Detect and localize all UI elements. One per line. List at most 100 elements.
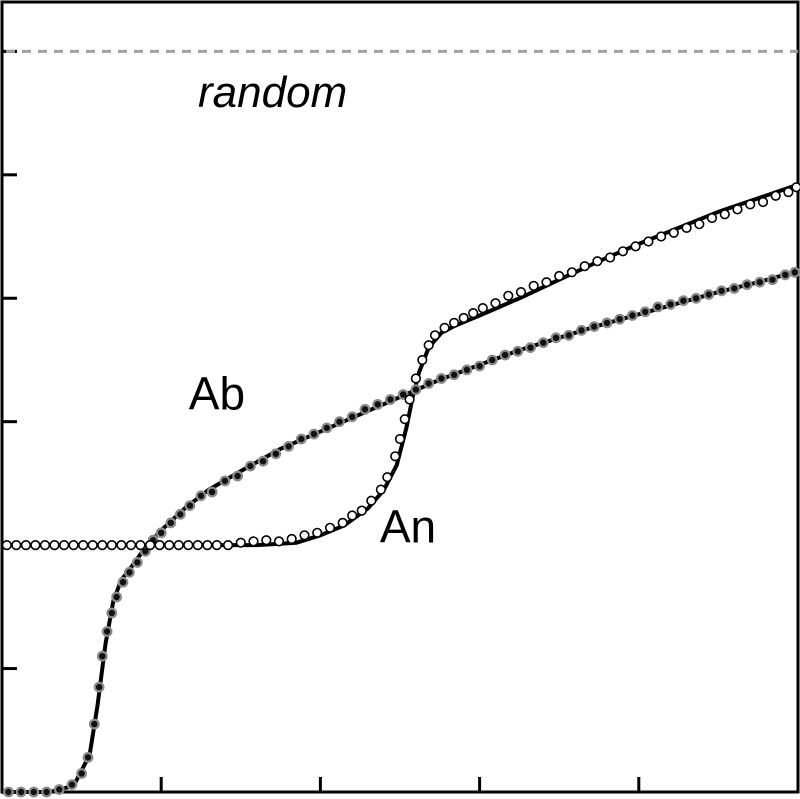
data-point-an	[503, 290, 514, 301]
data-point-an	[630, 241, 641, 252]
data-point-an	[694, 219, 705, 230]
data-point-ab	[512, 345, 524, 357]
data-point-an	[681, 222, 692, 233]
data-point-an	[706, 212, 718, 224]
data-point-an	[366, 495, 377, 506]
data-point-an	[390, 451, 401, 462]
data-point-ab	[588, 321, 600, 333]
data-point-ab	[270, 448, 282, 460]
data-point-an	[211, 539, 222, 551]
data-point-an	[356, 505, 367, 516]
data-point-an	[68, 539, 79, 551]
data-point-ab	[614, 313, 626, 325]
data-point-ab	[117, 576, 129, 588]
data-point-ab	[754, 276, 766, 288]
data-point-an	[299, 530, 310, 541]
data-point-an	[399, 414, 410, 425]
data-point-ab	[53, 784, 65, 795]
data-point-ab	[184, 500, 196, 512]
series-label-an: An	[380, 501, 436, 553]
data-point-ab	[308, 428, 320, 440]
data-point-ab	[15, 786, 27, 798]
data-point-an	[417, 354, 428, 366]
data-point-ab	[96, 650, 108, 662]
data-point-an	[791, 182, 800, 193]
data-point-ab	[410, 384, 422, 396]
data-point-an	[202, 539, 213, 551]
data-point-ab	[448, 369, 460, 381]
data-point-ab	[66, 779, 78, 790]
data-point-ab	[41, 786, 52, 798]
data-point-ab	[601, 317, 613, 329]
data-point-an	[566, 267, 578, 278]
data-point-ab	[346, 411, 358, 423]
data-point-ab	[703, 289, 715, 300]
data-point-an	[248, 536, 259, 547]
data-point-an	[617, 246, 629, 257]
data-point-ab	[101, 626, 113, 637]
data-point-an	[49, 539, 60, 551]
data-point-an	[30, 539, 41, 551]
data-point-an	[116, 539, 127, 551]
data-point-an	[592, 256, 603, 267]
data-point-ab	[321, 422, 333, 434]
data-point-ab	[155, 527, 167, 539]
data-point-an	[643, 236, 654, 247]
data-point-ab	[195, 490, 207, 502]
data-point-ab	[106, 607, 118, 619]
data-point-an	[783, 187, 794, 198]
data-point-an	[541, 277, 552, 288]
data-point-an	[732, 204, 743, 215]
data-point-an	[173, 539, 184, 551]
data-point-ab	[82, 752, 94, 763]
data-point-ab	[123, 566, 135, 578]
data-point-an	[458, 312, 469, 324]
data-point-ab	[474, 360, 486, 372]
data-point-ab	[563, 329, 575, 341]
data-point-ab	[257, 455, 269, 467]
data-point-an	[183, 539, 194, 551]
data-point-an	[78, 539, 89, 551]
data-point-ab	[728, 283, 740, 294]
data-point-ab	[537, 337, 549, 349]
data-point-an	[11, 539, 22, 551]
data-point-an	[273, 536, 285, 547]
data-point-ab	[665, 299, 676, 310]
data-point-an	[410, 373, 422, 384]
data-point-an	[375, 484, 387, 495]
data-point-an	[439, 322, 450, 334]
data-point-ab	[461, 364, 473, 376]
data-point-ab	[652, 301, 664, 313]
data-point-an	[745, 199, 756, 210]
fit-curves	[2, 182, 799, 794]
data-point-an	[58, 539, 70, 551]
data-point-ab	[334, 416, 345, 428]
data-point-an	[261, 535, 272, 546]
data-point-an	[312, 527, 323, 538]
random-label: random	[198, 68, 347, 117]
data-point-ab	[76, 768, 87, 779]
data-point-an	[382, 472, 393, 483]
data-point-an	[106, 539, 117, 551]
data-point-ab	[111, 591, 122, 603]
data-point-ab	[283, 441, 295, 452]
data-point-ab	[499, 349, 511, 361]
data-point-ab	[359, 403, 371, 415]
data-point-an	[468, 308, 479, 319]
data-point-an	[347, 510, 358, 521]
data-point-ab	[423, 378, 435, 389]
data-point-an	[668, 227, 679, 238]
data-point-an	[604, 252, 616, 263]
data-point-ab	[88, 718, 100, 730]
data-point-ab	[436, 373, 447, 384]
data-point-ab	[576, 324, 587, 336]
data-point-an	[579, 261, 590, 272]
data-point-ab	[627, 310, 638, 321]
series-label-ab: Ab	[189, 367, 245, 419]
data-point-ab	[385, 394, 396, 405]
data-point-an	[223, 539, 234, 551]
data-point-an	[1, 539, 12, 551]
data-point-ab	[28, 786, 40, 798]
data-point-an	[164, 539, 175, 551]
